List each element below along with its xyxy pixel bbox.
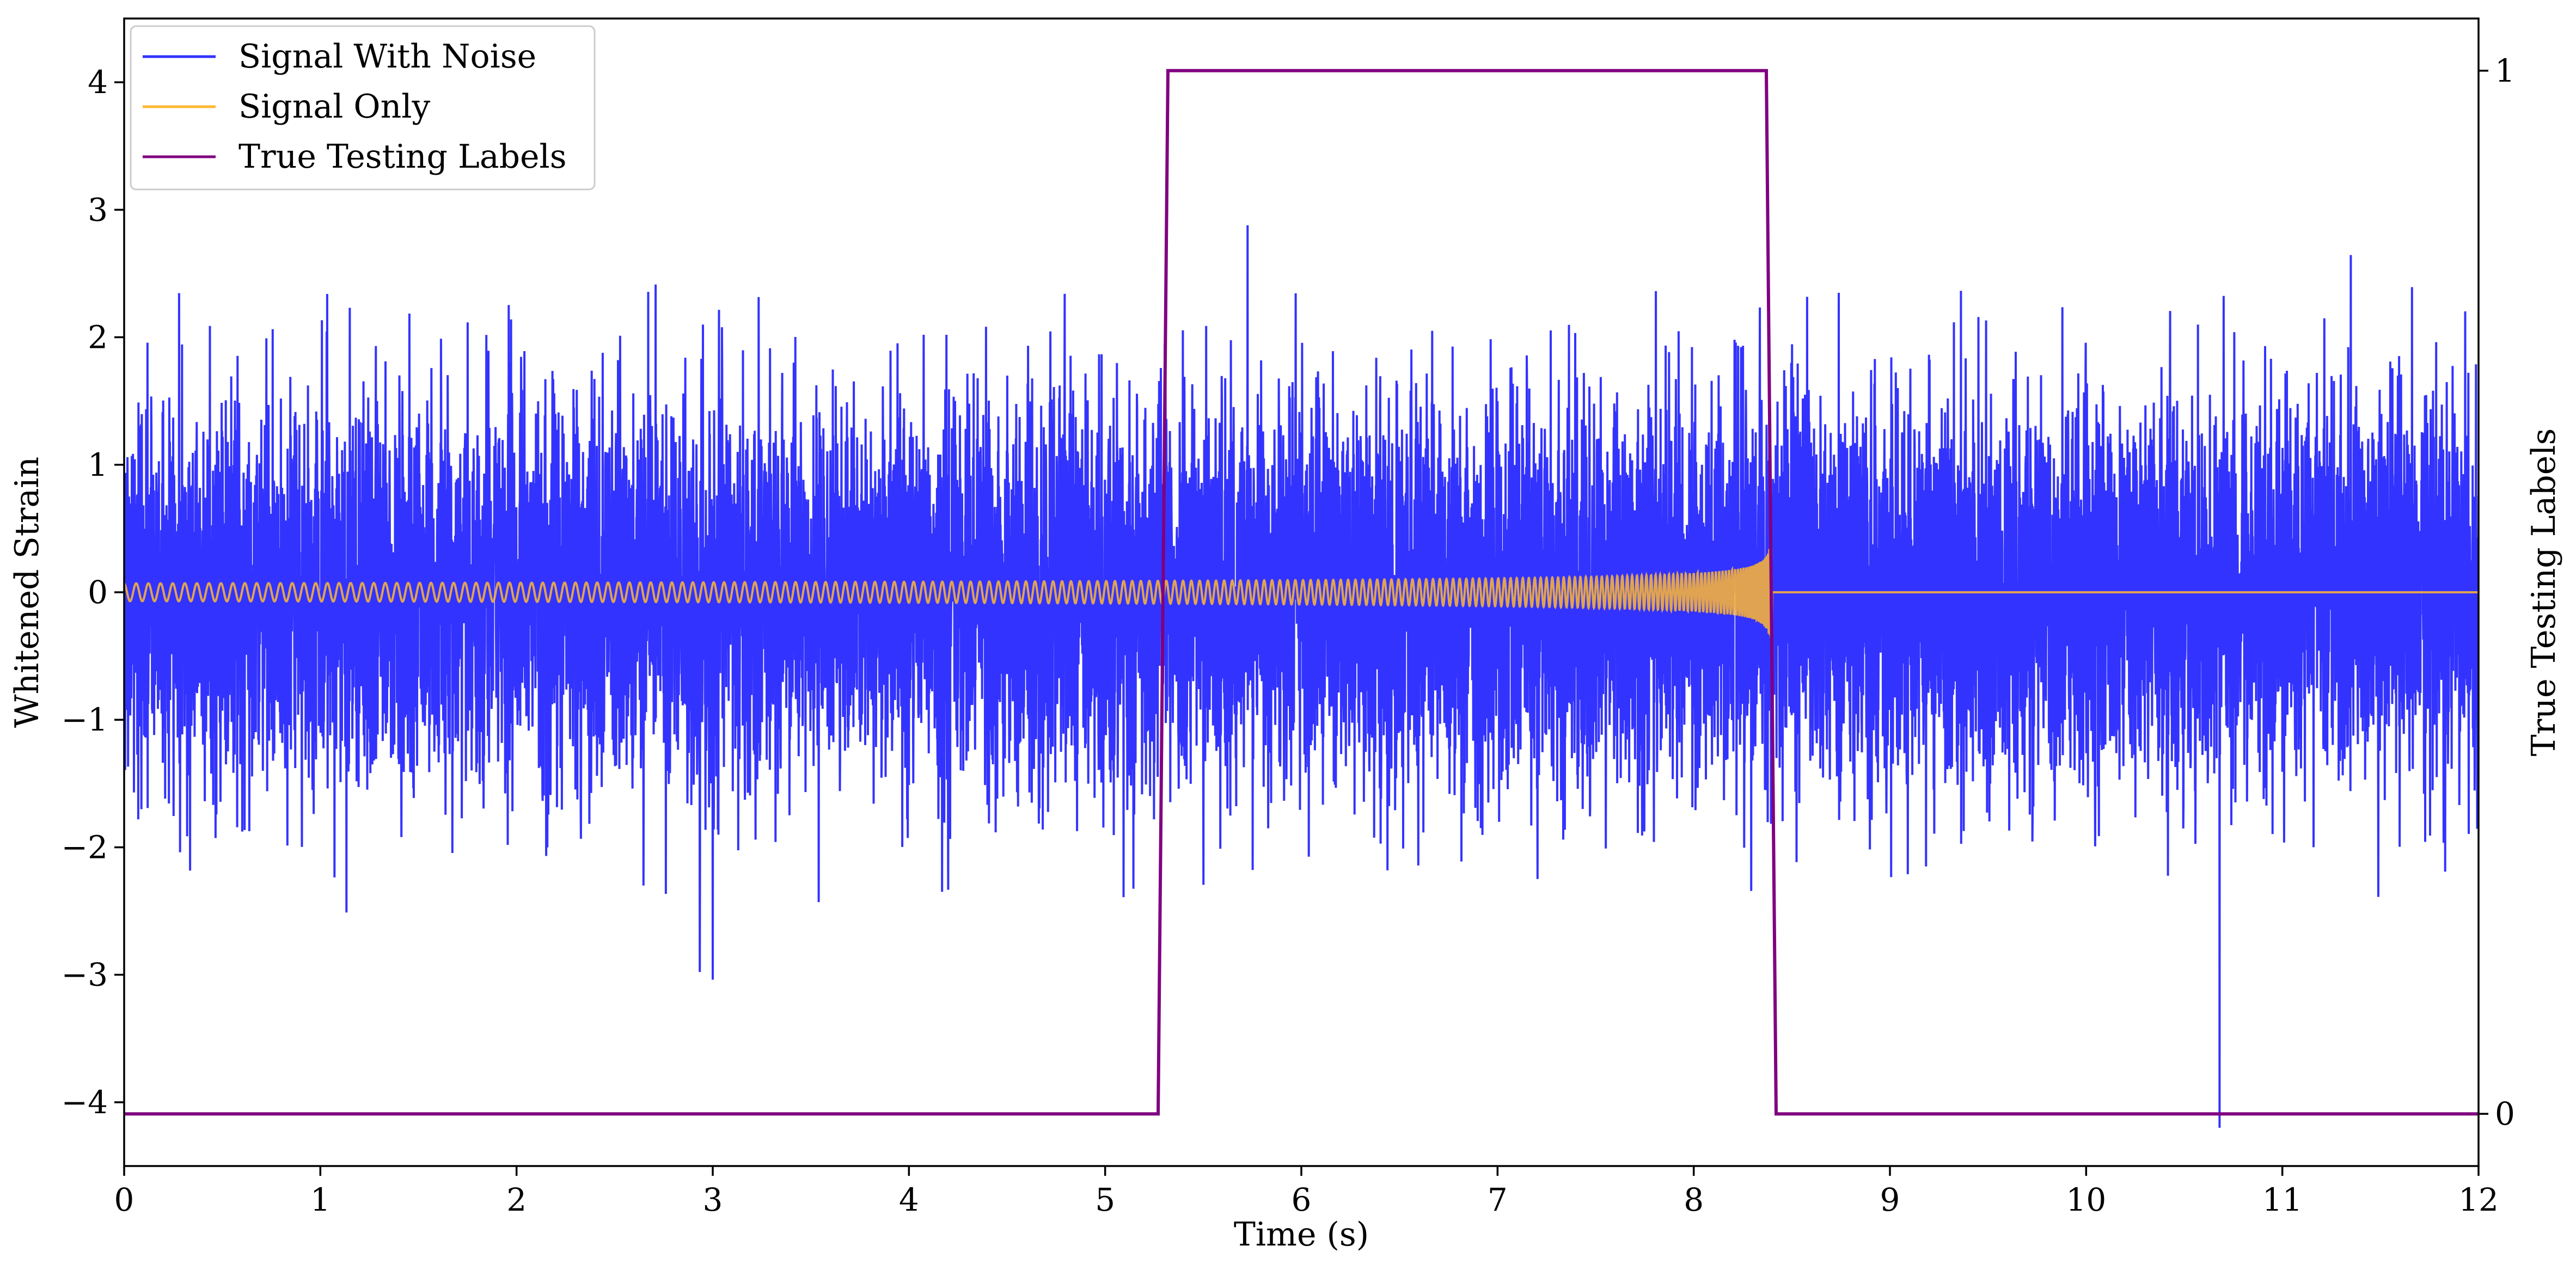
legend-box bbox=[130, 25, 596, 191]
legend-label-true-testing-labels: True Testing Labels bbox=[238, 138, 567, 176]
legend-label-signal-only: Signal Only bbox=[238, 88, 430, 126]
y-tick-label: 3 bbox=[88, 191, 108, 228]
y-tick-label: −1 bbox=[62, 701, 108, 738]
y-tick-label: 0 bbox=[88, 574, 108, 611]
y-tick-label: 1 bbox=[88, 446, 108, 483]
y-tick-label: −3 bbox=[62, 956, 108, 993]
x-axis-ticks: 0 1 2 3 4 5 6 7 8 9 10 11 12 bbox=[114, 1166, 2499, 1218]
x-tick-label: 12 bbox=[2458, 1181, 2499, 1218]
y-tick-label: 4 bbox=[88, 64, 108, 101]
x-tick-label: 10 bbox=[2066, 1181, 2106, 1218]
legend-label-signal-with-noise: Signal With Noise bbox=[238, 38, 536, 76]
x-axis-label: Time (s) bbox=[1234, 1216, 1369, 1254]
x-tick-label: 3 bbox=[703, 1181, 723, 1218]
plot-area bbox=[124, 69, 2479, 1128]
series-line-true-testing-labels bbox=[124, 69, 2479, 1116]
x-tick-label: 6 bbox=[1292, 1181, 1312, 1218]
legend: Signal With Noise Signal Only True Testi… bbox=[130, 25, 596, 191]
y-axis-ticks: −4 −3 −2 −1 0 1 2 3 4 bbox=[62, 64, 124, 1121]
x-tick-label: 9 bbox=[1880, 1181, 1900, 1218]
y-axis-label: Whitened Strain bbox=[8, 457, 46, 728]
y-tick-label: 2 bbox=[88, 319, 108, 356]
y2-axis-ticks: 01 bbox=[2479, 52, 2515, 1132]
y2-tick-label: 1 bbox=[2495, 52, 2515, 89]
x-tick-label: 8 bbox=[1684, 1181, 1704, 1218]
y2-tick-label: 0 bbox=[2495, 1095, 2515, 1132]
x-tick-label: 4 bbox=[899, 1181, 919, 1218]
y-tick-label: −4 bbox=[62, 1084, 108, 1121]
y2-axis-label: True Testing Labels bbox=[2525, 428, 2563, 757]
x-tick-label: 0 bbox=[114, 1181, 134, 1218]
x-tick-label: 11 bbox=[2262, 1181, 2303, 1218]
series-line-signal-only bbox=[124, 548, 2479, 639]
x-tick-label: 1 bbox=[310, 1181, 331, 1218]
x-tick-label: 5 bbox=[1095, 1181, 1115, 1218]
y-tick-label: −2 bbox=[62, 829, 108, 866]
series-line-signal-with-noise bbox=[124, 225, 2479, 1128]
x-tick-label: 2 bbox=[506, 1181, 527, 1218]
x-tick-label: 7 bbox=[1488, 1181, 1508, 1218]
